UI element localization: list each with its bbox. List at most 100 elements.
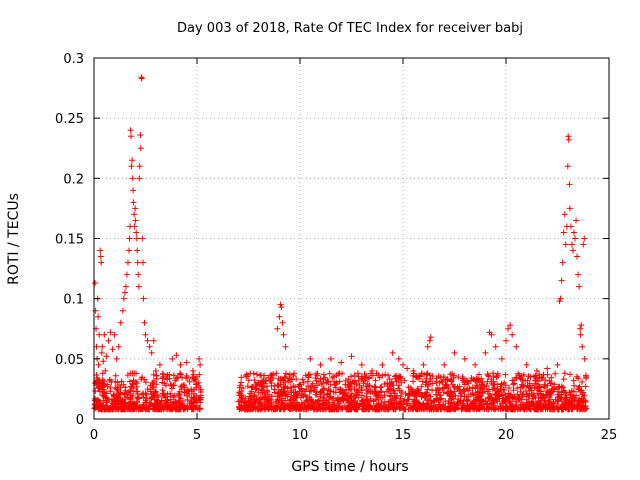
data-point [127,399,134,406]
data-point [371,383,378,390]
data-point [401,377,408,384]
data-point [389,349,396,356]
data-point [574,253,581,260]
data-point [281,374,288,381]
data-point [153,372,160,379]
data-point [419,378,426,385]
data-point [434,395,441,402]
data-point [184,375,191,382]
data-point [337,386,344,393]
data-point [188,394,195,401]
data-point [496,389,503,396]
data-point [397,375,404,382]
data-point [117,384,124,391]
data-point [467,391,474,398]
data-point [101,382,108,389]
data-point [450,395,457,402]
data-point [251,377,258,384]
data-point [197,394,204,401]
data-point [167,381,174,388]
data-point [529,395,536,402]
data-point [415,400,422,407]
data-point [177,361,184,368]
data-point [151,392,158,399]
data-point [264,388,271,395]
data-point [535,398,542,405]
data-point [197,386,204,393]
data-point [242,372,249,379]
data-point [332,381,339,388]
data-point [570,377,577,384]
data-point [441,384,448,391]
data-point [136,175,143,182]
x-tick-label: 25 [601,428,618,443]
data-point [293,376,300,383]
data-point [258,372,265,379]
data-point [305,373,312,380]
data-point [280,331,287,338]
data-point [338,359,345,366]
data-point [197,361,204,368]
data-point [308,404,315,411]
data-point [326,402,333,409]
data-point [539,374,546,381]
data-point [177,371,184,378]
data-point [498,355,505,362]
data-point [475,405,482,412]
data-point [381,381,388,388]
data-point [340,389,347,396]
data-point [507,322,514,329]
data-point [492,343,499,350]
data-point [123,271,130,278]
data-point [483,382,490,389]
y-tick-label: 0.1 [63,293,84,308]
data-point [568,387,575,394]
data-point [251,393,258,400]
data-point [436,391,443,398]
data-point [279,319,286,326]
data-point [436,379,443,386]
data-point [156,401,163,408]
data-point [258,386,265,393]
data-point [544,382,551,389]
data-point [245,397,252,404]
data-point [248,388,255,395]
data-point [127,127,134,134]
data-point [162,382,169,389]
data-point [488,331,495,338]
data-point [536,374,543,381]
data-point [440,374,447,381]
data-point [372,406,379,413]
data-point [150,393,157,400]
data-point [291,370,298,377]
data-point [343,394,350,401]
data-point [187,398,194,405]
data-point [129,175,136,182]
data-points [91,74,590,413]
data-point [509,331,516,338]
data-point [526,391,533,398]
data-point [522,387,529,394]
data-point [479,378,486,385]
data-point [556,383,563,390]
data-point [420,406,427,413]
data-point [501,386,508,393]
data-point [324,391,331,398]
data-point [513,374,520,381]
data-point [388,399,395,406]
data-point [429,373,436,380]
data-point [132,205,139,212]
data-point [321,399,328,406]
data-point [189,367,196,374]
data-point [410,367,417,374]
data-point [390,387,397,394]
data-point [424,371,431,378]
data-point [425,397,432,404]
data-point [173,352,180,359]
data-point [533,367,540,374]
data-point [558,391,565,398]
data-point [134,399,141,406]
data-point [536,371,543,378]
data-point [495,388,502,395]
data-point [305,383,312,390]
